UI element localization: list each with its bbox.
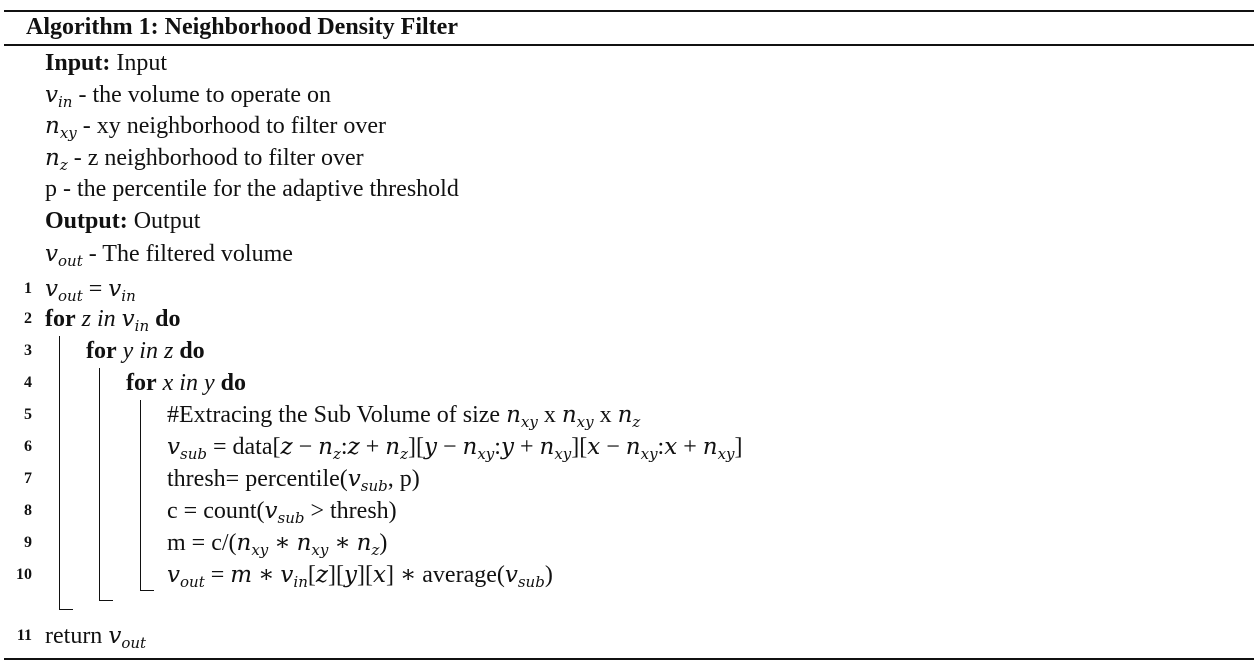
for-z-block-end [59,609,73,610]
code-line-9: m = c/(nxy ∗ nxy ∗ nz) [167,530,388,559]
line-number-4: 4 [24,374,32,391]
line-number-6: 6 [24,438,32,455]
input-item-nxy: nxy - xy neighborhood to filter over [45,113,387,142]
code-line-5: #Extracing the Sub Volume of size nxy x … [167,402,641,431]
line-number-9: 9 [24,534,32,551]
line-number-8: 8 [24,502,32,519]
line-number-7: 7 [24,470,32,487]
code-line-7: thresh= percentile(vsub, p) [167,466,420,495]
input-line: Input: Input [45,49,167,77]
algorithm-title: Algorithm 1: Neighborhood Density Filter [26,14,458,40]
output-value: Output [133,208,201,234]
code-line-8: c = count(vsub > thresh) [167,498,397,527]
code-line-1: vout = vin [45,276,136,305]
code-line-11: return vout [45,623,147,652]
code-line-4: for x in y do [126,370,246,396]
output-line: Output: Output [45,207,200,235]
code-line-2: for z in vin do [45,306,181,335]
bottom-rule [4,658,1254,660]
line-number-10: 10 [16,566,32,583]
line-number-5: 5 [24,406,32,423]
line-number-11: 11 [16,627,32,644]
for-z-block-bar [59,336,60,610]
input-item-vin: vin - the volume to operate on [45,82,332,111]
input-item-nz: nz - z neighborhood to filter over [45,145,364,174]
input-item-p: p - the percentile for the adaptive thre… [45,176,459,202]
output-label: Output: [45,208,128,234]
for-x-block-bar [140,400,141,591]
title-rule [4,44,1254,46]
input-label: Input: [45,50,111,76]
code-line-6: vsub = data[z − nz:z + nz][y − nxy:y + n… [167,434,743,463]
input-value: Input [116,50,168,76]
line-number-1: 1 [24,280,32,297]
for-y-block-end [99,600,113,601]
output-item-vout: vout - The filtered volume [45,241,293,270]
code-line-3: for y in z do [86,338,205,364]
for-x-block-end [140,590,154,591]
line-number-3: 3 [24,342,32,359]
top-rule [4,10,1254,12]
for-y-block-bar [99,368,100,601]
code-line-10: vout = m ∗ vin[z][y][x] ∗ average(vsub) [167,562,553,591]
line-number-2: 2 [24,310,32,327]
